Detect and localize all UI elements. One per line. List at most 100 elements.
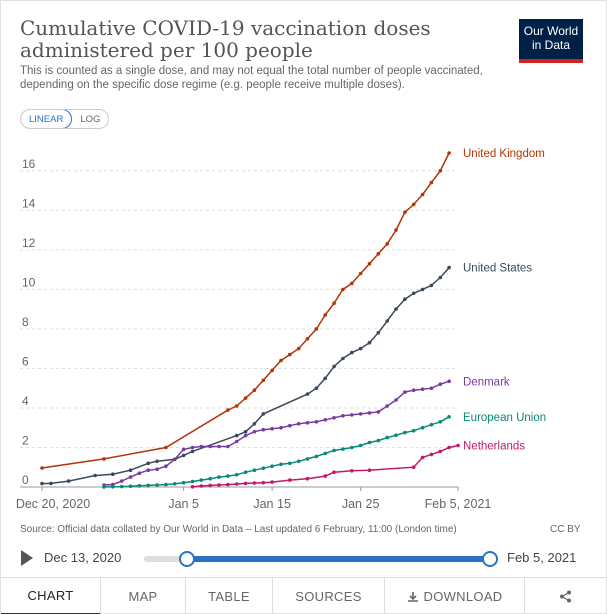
tab-bar: CHART MAP TABLE SOURCES DOWNLOAD <box>1 577 606 614</box>
source-note: Source: Official data collated by Our Wo… <box>20 524 457 535</box>
data-point <box>146 483 150 488</box>
data-point <box>403 430 407 435</box>
data-point <box>252 388 257 393</box>
data-point <box>411 388 416 393</box>
timeline-selected-range <box>187 556 490 562</box>
data-point <box>411 202 416 207</box>
play-icon[interactable] <box>21 550 33 566</box>
series-line <box>192 444 459 488</box>
data-point <box>394 433 398 438</box>
data-point <box>429 422 434 427</box>
data-point <box>341 414 345 418</box>
license-link[interactable]: CC BY <box>550 524 581 535</box>
data-point <box>403 390 407 394</box>
data-point <box>403 297 407 302</box>
line-chart: 0 2 4 6 8 10 12 14 16 Dec 20, 2020 Jan 5 Jan 15 Jan … <box>16 148 546 511</box>
data-point <box>243 429 248 434</box>
logo-accent-bar <box>519 59 583 63</box>
data-point <box>288 478 292 482</box>
tab-table[interactable]: TABLE <box>186 578 273 614</box>
timeline-start-label: Dec 13, 2020 <box>44 550 122 565</box>
data-point <box>358 271 363 276</box>
data-point <box>358 443 363 448</box>
tab-download[interactable]: DOWNLOAD <box>385 578 525 614</box>
data-point <box>270 464 274 469</box>
data-point <box>350 350 354 355</box>
tab-map[interactable]: MAP <box>101 578 186 614</box>
data-point <box>261 378 266 383</box>
data-point <box>190 445 195 450</box>
data-point <box>234 439 239 444</box>
data-point <box>403 210 407 215</box>
data-point <box>385 435 390 440</box>
x-tick-label: Jan 15 <box>253 497 291 511</box>
data-point <box>261 412 266 416</box>
data-point <box>288 461 292 466</box>
data-point <box>181 447 186 452</box>
timeline-end-handle[interactable] <box>482 551 498 567</box>
tab-chart[interactable]: CHART <box>1 578 101 614</box>
series-lines <box>40 151 460 489</box>
data-point <box>155 467 159 472</box>
data-point <box>226 482 230 487</box>
data-point <box>155 459 159 464</box>
data-point <box>102 457 106 461</box>
y-tick-label: 10 <box>22 275 36 289</box>
data-point <box>226 474 230 478</box>
series-line <box>103 380 450 486</box>
data-point <box>181 453 186 458</box>
tab-sources[interactable]: SOURCES <box>273 578 385 614</box>
data-point <box>429 283 434 288</box>
data-point <box>252 422 257 426</box>
data-point <box>438 449 443 454</box>
data-point <box>102 485 106 489</box>
y-tick-label: 4 <box>22 394 29 408</box>
data-point <box>40 466 44 470</box>
data-point <box>137 471 142 476</box>
data-point <box>234 433 239 438</box>
logo-line-2: in Data <box>531 38 571 52</box>
download-label: DOWNLOAD <box>423 589 503 604</box>
data-point <box>208 476 212 481</box>
data-point <box>288 352 292 357</box>
data-point <box>447 265 451 270</box>
data-point <box>164 482 168 487</box>
data-point <box>411 291 416 296</box>
data-point <box>323 313 328 317</box>
data-point <box>173 482 177 486</box>
data-point <box>350 413 354 417</box>
x-tick-label: Feb 5, 2021 <box>425 497 492 511</box>
data-point <box>261 427 266 432</box>
data-point <box>367 411 372 415</box>
timeline-start-handle[interactable] <box>179 551 195 567</box>
data-point <box>438 275 443 280</box>
log-scale-button[interactable]: LOG <box>80 114 101 125</box>
data-point <box>164 445 168 450</box>
data-point <box>323 474 328 478</box>
data-point <box>128 484 133 489</box>
data-point <box>358 412 363 416</box>
owid-logo[interactable]: Our World in Data <box>519 19 583 59</box>
tab-share[interactable] <box>525 578 606 614</box>
data-point <box>367 440 372 445</box>
data-point <box>279 358 283 363</box>
timeline-end-label: Feb 5, 2021 <box>507 550 577 565</box>
data-point <box>190 485 195 489</box>
data-point <box>288 423 292 428</box>
data-point <box>305 476 310 481</box>
series-label: Denmark <box>463 376 510 388</box>
scale-toggle: LINEAR LOG <box>20 109 110 129</box>
data-point <box>305 457 310 461</box>
data-point <box>332 416 336 420</box>
data-point <box>394 228 398 232</box>
y-tick-label: 8 <box>22 315 29 329</box>
data-point <box>411 428 416 433</box>
linear-scale-button[interactable]: LINEAR <box>21 110 73 128</box>
data-point <box>119 479 124 483</box>
data-point <box>314 386 319 391</box>
data-point <box>385 404 390 408</box>
data-point <box>314 420 319 424</box>
data-point <box>323 451 328 456</box>
y-tick-label: 12 <box>22 236 36 250</box>
